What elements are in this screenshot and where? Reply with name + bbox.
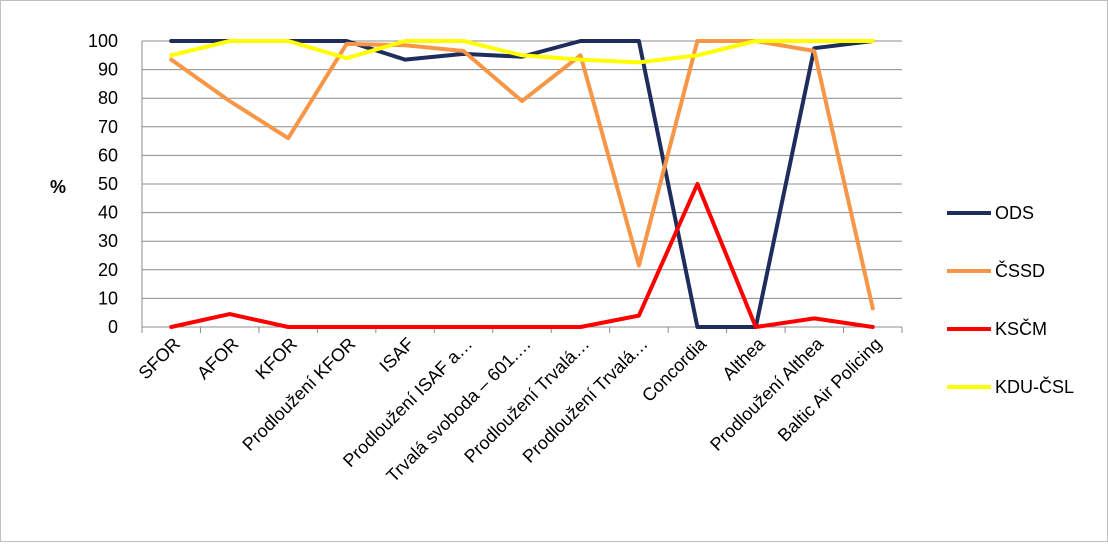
y-tick-label: 80 (98, 88, 118, 108)
x-tick-label: SFOR (135, 334, 185, 384)
x-tick-label: Prodloužení KFOR (238, 334, 359, 455)
x-tick-label: Prodloužení Althea (706, 333, 828, 455)
y-tick-label: 30 (98, 231, 118, 251)
series-lines (169, 39, 875, 329)
legend: ODS ČSSD KSČM KDU-ČSL (947, 203, 1074, 397)
legend-label: ČSSD (995, 260, 1045, 281)
y-axis-label: % (50, 177, 66, 197)
series-line-kdu-čsl (169, 39, 875, 65)
gridlines (141, 40, 902, 328)
y-tick-label: 50 (98, 174, 118, 194)
series-line-ksčm (169, 182, 875, 329)
legend-label: KDU-ČSL (995, 376, 1074, 397)
y-tick-label: 60 (98, 145, 118, 165)
y-tick-label: 0 (108, 317, 118, 337)
x-tick-label: KFOR (251, 334, 301, 384)
x-tick-label: Concordia (638, 333, 711, 406)
x-tick-label: ISAF (375, 334, 417, 376)
y-tick-label: 40 (98, 203, 118, 223)
y-tick-label: 20 (98, 260, 118, 280)
x-tick-label: AFOR (193, 334, 243, 384)
y-tick-label: 90 (98, 60, 118, 80)
y-tick-labels: 0 10 20 30 40 50 60 70 80 90 100 (88, 31, 118, 337)
y-tick-label: 100 (88, 31, 118, 51)
x-tick-label: Althea (718, 333, 769, 384)
x-tick-label: Baltic Air Policing (774, 334, 886, 446)
y-tick-label: 10 (98, 288, 118, 308)
y-tick-label: 70 (98, 117, 118, 137)
legend-label: ODS (995, 203, 1034, 223)
legend-label: KSČM (995, 318, 1047, 339)
